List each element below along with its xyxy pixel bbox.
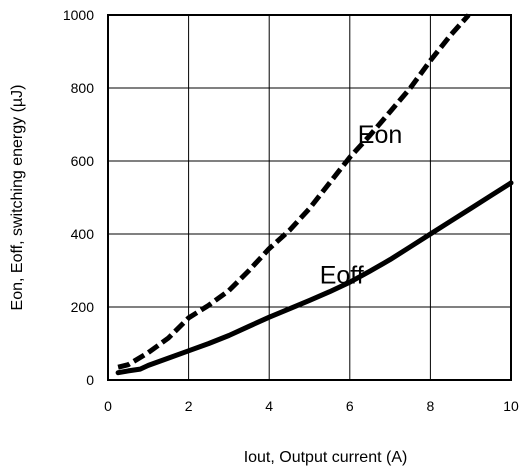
series-label-eon: Eon <box>358 121 402 149</box>
series-label-eoff: Eoff <box>320 261 364 289</box>
series-line-eoff <box>115 180 514 376</box>
y-tick-label-200: 200 <box>71 299 95 315</box>
y-tick-label-0: 0 <box>86 372 94 388</box>
series-labels: Eon Eoff <box>320 121 403 290</box>
y-tick-label-400: 400 <box>71 226 95 242</box>
y-axis-label: Eon, Eoff, switching energy (µJ) <box>9 85 26 311</box>
series-lines <box>115 13 514 376</box>
x-tick-label-10: 10 <box>503 398 519 414</box>
grid-lines <box>108 15 511 380</box>
plot-frame <box>107 14 512 381</box>
series-line-eon <box>117 13 471 370</box>
y-tick-label-800: 800 <box>71 80 95 96</box>
x-axis-label: Iout, Output current (A) <box>244 449 408 466</box>
tick-labels: 0 2 4 6 8 10 0 200 400 600 800 1000 <box>63 7 519 414</box>
x-tick-label-4: 4 <box>265 398 273 414</box>
x-tick-label-8: 8 <box>427 398 435 414</box>
x-tick-label-6: 6 <box>346 398 354 414</box>
y-tick-label-1000: 1000 <box>63 7 94 23</box>
x-tick-label-2: 2 <box>185 398 193 414</box>
y-tick-label-600: 600 <box>71 153 95 169</box>
x-tick-label-0: 0 <box>104 398 112 414</box>
